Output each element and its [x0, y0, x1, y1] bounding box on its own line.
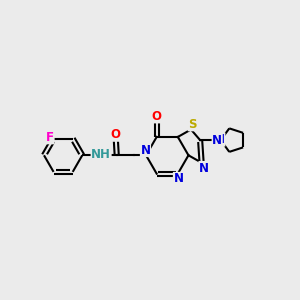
Text: S: S	[188, 118, 197, 131]
Text: N: N	[140, 143, 151, 157]
Text: NH: NH	[91, 148, 111, 161]
Text: O: O	[152, 110, 162, 123]
Text: O: O	[111, 128, 121, 141]
Text: N: N	[215, 133, 225, 146]
Text: N: N	[212, 134, 222, 147]
Text: F: F	[46, 131, 54, 144]
Text: N: N	[199, 161, 209, 175]
Text: N: N	[173, 172, 183, 185]
